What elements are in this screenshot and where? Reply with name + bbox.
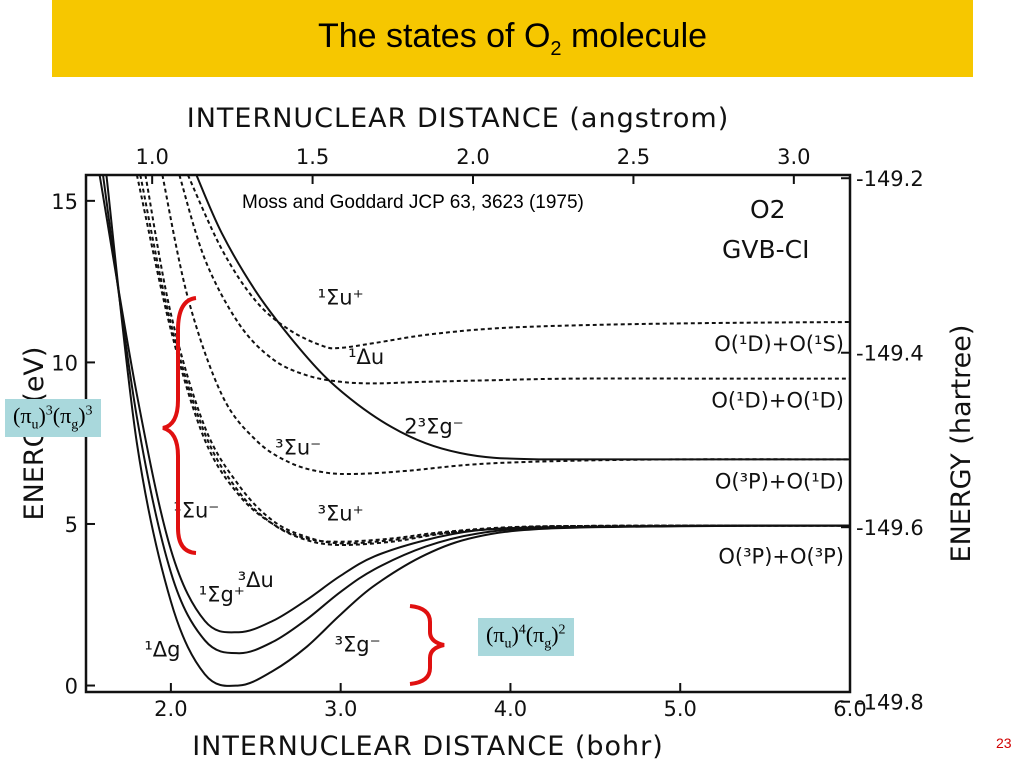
right-tick-label: -149.2: [856, 167, 924, 191]
asymptote-label: O(³P)+O(³P): [718, 545, 844, 569]
slide-title: The states of O2 molecule: [318, 17, 707, 61]
y-tick-label: 10: [51, 351, 78, 375]
right-tick-label: -149.8: [856, 691, 924, 715]
ground-pi-u-exponent: 4: [518, 622, 526, 638]
y-tick-label: 15: [51, 190, 78, 214]
title-rest: molecule: [561, 16, 708, 55]
excited-config-callout: (πu)3(πg)3: [5, 399, 101, 438]
state-label: ³Σu⁻: [275, 436, 321, 460]
right-axis-label: ENERGY (hartree): [946, 325, 977, 563]
excited-pi-u-exponent: 3: [45, 403, 53, 419]
x-axis-label: INTERNUCLEAR DISTANCE (bohr): [192, 731, 664, 762]
state-label: ¹Σu⁺: [318, 285, 364, 309]
y-tick-label: 5: [65, 513, 78, 537]
asymptote-label: O(¹D)+O(¹D): [711, 389, 844, 413]
top-tick-label: 1.5: [296, 145, 329, 169]
series-curve: [186, 175, 850, 350]
state-label: ³Σg⁻: [335, 633, 381, 657]
asymptote-label: O(³P)+O(¹D): [715, 469, 844, 493]
page-number: 23: [996, 735, 1012, 751]
x-tick-label: 2.0: [154, 697, 187, 721]
excited-bracket: [162, 296, 197, 555]
state-label: ³Δu: [238, 568, 274, 592]
series-curve: [144, 175, 850, 545]
state-label: ¹Σu⁻: [173, 499, 219, 523]
right-tick-label: -149.6: [856, 516, 924, 540]
citation: Moss and Goddard JCP 63, 3623 (1975): [242, 192, 584, 213]
title-subscript: 2: [550, 37, 562, 60]
x-tick-label: 4.0: [494, 697, 527, 721]
top-tick-label: 2.5: [617, 145, 650, 169]
right-tick-label: -149.4: [856, 342, 924, 366]
series-curve: [161, 175, 850, 476]
state-label: 2³Σg⁻: [404, 415, 463, 439]
x-tick-label: 3.0: [324, 697, 357, 721]
asymptote-label: O(¹D)+O(¹S): [714, 332, 844, 356]
ground-pi-g-exponent: 2: [558, 622, 566, 638]
state-label: ¹Σg⁺: [199, 583, 245, 607]
top-axis-label: INTERNUCLEAR DISTANCE (angstrom): [187, 103, 730, 134]
state-labels: O(¹D)+O(¹S) O(¹D)+O(¹D) O(³P)+O(¹D) O(³P)+O…: [144, 285, 844, 661]
top-tick-label: 2.0: [456, 145, 489, 169]
ground-config-callout: (πu)4(πg)2: [478, 618, 574, 657]
top-tick-label: 1.0: [135, 145, 168, 169]
curves: [98, 175, 850, 687]
method-label-gvbci: GVB-CI: [722, 235, 809, 264]
y-tick-label: 0: [65, 675, 78, 699]
state-label: ¹Δg: [144, 637, 180, 661]
method-label-o2: O2: [750, 195, 786, 224]
series-curve: [178, 175, 850, 385]
ground-bracket: [409, 604, 445, 686]
x-tick-label: 5.0: [664, 697, 697, 721]
series-curve: [98, 175, 850, 634]
state-label: ¹Δu: [348, 345, 384, 369]
series-curve: [195, 175, 850, 461]
state-label: ³Σu⁺: [318, 502, 364, 526]
top-tick-label: 3.0: [777, 145, 810, 169]
title-bar: The states of O2 molecule: [52, 0, 973, 77]
series-curve: [139, 175, 850, 547]
title-main: The states of O: [317, 16, 551, 55]
excited-pi-g-exponent: 3: [85, 403, 93, 419]
